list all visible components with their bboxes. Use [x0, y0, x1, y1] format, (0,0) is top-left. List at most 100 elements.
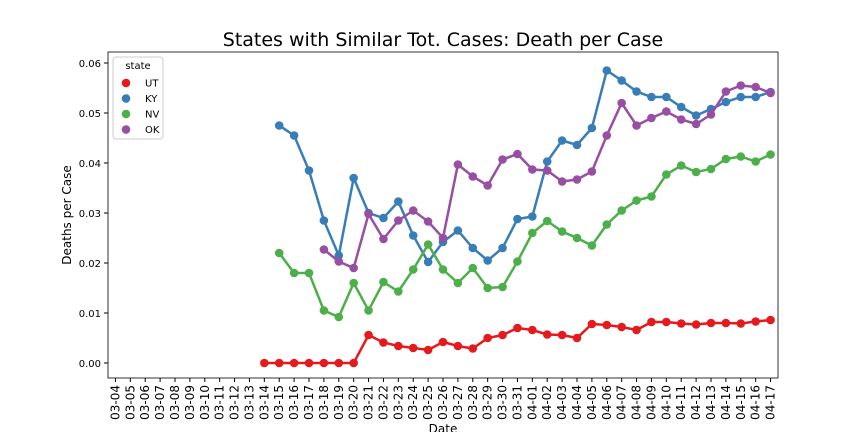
point — [498, 282, 507, 292]
point — [691, 119, 701, 129]
x-tick-label: 03-26 — [436, 385, 450, 420]
x-tick-label: 04-16 — [749, 385, 763, 420]
x-tick-label: 03-31 — [510, 385, 524, 420]
point — [647, 192, 656, 201]
plot-frame — [107, 51, 779, 379]
point — [676, 161, 686, 170]
point — [617, 322, 626, 332]
y-tick-label: 0.05 — [79, 109, 101, 120]
point — [647, 113, 656, 123]
x-tick-label: 03-14 — [257, 385, 271, 420]
point — [632, 196, 641, 205]
point — [647, 92, 656, 102]
point — [617, 206, 626, 215]
point — [274, 248, 284, 258]
point — [289, 131, 299, 140]
point — [453, 160, 463, 169]
x-tick-label: 04-13 — [704, 385, 718, 420]
point — [274, 358, 284, 368]
point — [289, 358, 299, 368]
point — [557, 227, 567, 236]
point — [736, 152, 746, 161]
legend-title: state — [125, 61, 150, 72]
point — [274, 121, 284, 130]
y-axis-label: Deaths per Case — [60, 165, 74, 264]
point — [334, 312, 344, 322]
point — [766, 88, 775, 98]
point — [453, 341, 463, 351]
point — [751, 317, 760, 326]
point — [304, 166, 314, 175]
x-tick-label: 03-06 — [138, 385, 152, 420]
point — [319, 358, 329, 368]
point — [438, 337, 448, 347]
x-tick-label: 04-03 — [555, 385, 569, 420]
x-axis-label: Date — [429, 422, 458, 432]
x-tick-label: 03-12 — [228, 385, 242, 420]
point — [766, 315, 775, 325]
y-tick-label: 0.04 — [79, 159, 101, 170]
point — [408, 206, 418, 215]
point — [349, 173, 358, 183]
point — [736, 81, 746, 90]
point — [602, 131, 612, 140]
point — [602, 220, 612, 229]
point — [498, 155, 507, 164]
y-tick-label: 0.01 — [79, 309, 101, 320]
point — [676, 319, 686, 328]
point — [662, 92, 671, 102]
point — [349, 278, 358, 288]
point — [528, 212, 537, 221]
point — [676, 115, 686, 124]
point — [513, 214, 522, 224]
x-tick-label: 03-18 — [317, 385, 331, 420]
point — [483, 181, 492, 190]
point — [766, 150, 775, 159]
point — [498, 330, 507, 340]
point — [379, 338, 388, 347]
point — [751, 92, 760, 102]
x-tick-label: 03-24 — [406, 385, 420, 420]
legend-label: OK — [145, 125, 160, 136]
x-tick-label: 04-02 — [540, 385, 554, 420]
x-tick-label: 04-14 — [719, 385, 733, 420]
point — [721, 318, 731, 328]
point — [513, 323, 522, 333]
point — [632, 87, 641, 96]
point — [408, 265, 418, 274]
legend-marker — [121, 94, 131, 103]
x-tick-label: 03-10 — [198, 385, 212, 420]
point — [557, 177, 567, 186]
point — [721, 154, 731, 164]
x-tick-label: 03-30 — [496, 385, 510, 420]
point — [334, 257, 344, 266]
point — [587, 241, 597, 250]
point — [602, 66, 612, 75]
y-tick-label: 0.02 — [79, 259, 101, 270]
legend-label: NV — [145, 110, 159, 121]
legend-marker — [121, 78, 131, 88]
point — [468, 263, 478, 273]
y-tick-label: 0.00 — [79, 359, 101, 370]
x-tick-label: 04-09 — [644, 385, 658, 420]
x-tick-label: 03-23 — [391, 385, 405, 420]
point — [349, 358, 358, 368]
point — [423, 240, 433, 249]
point — [334, 251, 344, 260]
point — [423, 345, 433, 355]
point — [572, 140, 582, 150]
point — [542, 166, 552, 175]
x-tick-label: 03-21 — [362, 385, 376, 420]
legend-label: UT — [145, 79, 159, 90]
point — [319, 245, 329, 254]
x-tick-label: 03-15 — [272, 385, 286, 420]
point — [319, 216, 329, 225]
point — [528, 325, 537, 335]
x-tick-label: 03-27 — [451, 385, 465, 420]
chart-title: States with Similar Tot. Cases: Death pe… — [223, 29, 663, 51]
point — [662, 317, 671, 327]
point — [438, 233, 448, 243]
point — [289, 268, 299, 278]
point — [617, 98, 626, 108]
